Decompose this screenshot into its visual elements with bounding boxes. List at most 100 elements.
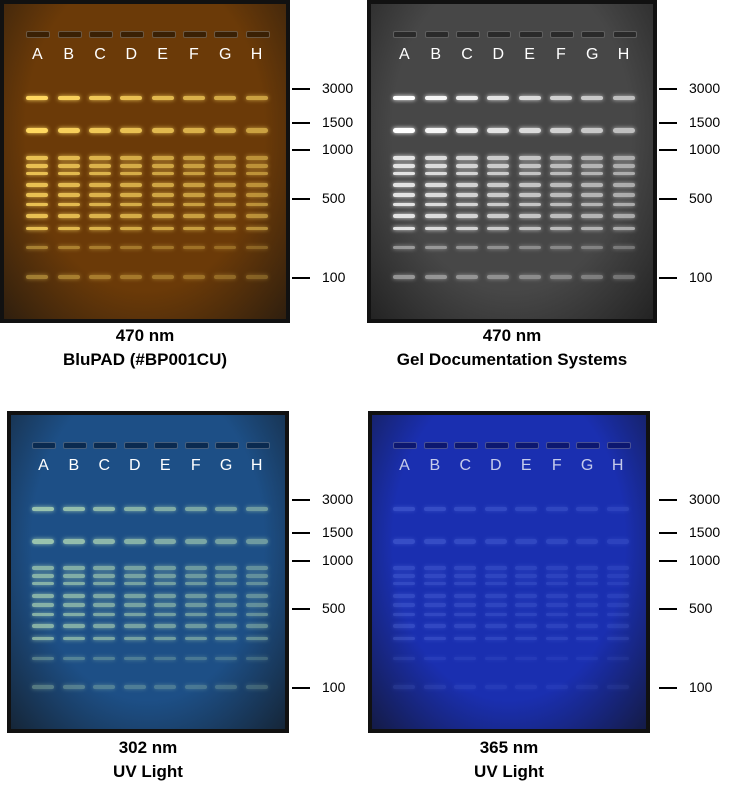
- marker-tick: [659, 686, 677, 689]
- caption-source: UV Light: [113, 762, 183, 781]
- gel-well: [484, 442, 509, 450]
- dna-band: [549, 163, 572, 168]
- lane-label-g: G: [586, 45, 599, 63]
- dna-band: [484, 685, 507, 690]
- dna-band: [151, 96, 174, 101]
- marker-label-500: 500: [322, 600, 346, 617]
- dna-band: [545, 656, 568, 660]
- dna-band: [606, 685, 629, 690]
- panel-caption-uv302: 302 nm UV Light: [0, 736, 309, 784]
- dna-band: [151, 226, 174, 230]
- dna-band: [57, 202, 80, 206]
- caption-source: Gel Documentation Systems: [396, 350, 628, 369]
- dna-band: [515, 574, 538, 579]
- marker-tick: [659, 149, 677, 152]
- dna-band: [576, 656, 599, 660]
- dna-band: [182, 226, 205, 230]
- lane-label-f: F: [551, 456, 562, 474]
- dna-band: [57, 183, 80, 188]
- dna-band: [487, 128, 510, 134]
- dna-band: [549, 183, 572, 188]
- dna-band: [62, 624, 85, 629]
- marker-label-500: 500: [322, 189, 346, 206]
- dna-band: [606, 603, 629, 608]
- lane-label-a: A: [399, 45, 410, 63]
- dna-band: [123, 506, 146, 511]
- dna-band: [545, 613, 568, 617]
- gel-well: [57, 31, 82, 39]
- dna-band: [154, 593, 177, 598]
- gel-well: [518, 31, 543, 39]
- dna-band: [484, 506, 507, 511]
- marker-tick: [292, 498, 310, 501]
- dna-band: [424, 183, 447, 188]
- dna-band: [454, 566, 477, 571]
- dna-band: [26, 275, 49, 280]
- dna-band: [518, 226, 541, 230]
- dna-band: [214, 155, 237, 160]
- gel-well: [245, 31, 270, 39]
- dna-band: [245, 202, 268, 206]
- dna-band: [576, 624, 599, 629]
- dna-band: [393, 582, 416, 586]
- dna-band: [576, 613, 599, 617]
- dna-band: [245, 183, 268, 188]
- dna-band: [612, 226, 635, 230]
- dna-band: [581, 202, 604, 206]
- dna-band: [57, 163, 80, 168]
- gel-well: [455, 31, 480, 39]
- lane-label-d: D: [492, 45, 505, 63]
- dna-band: [545, 603, 568, 608]
- gel-well: [182, 31, 207, 39]
- dna-band: [32, 593, 55, 598]
- dna-band: [581, 275, 604, 280]
- gel-well: [423, 442, 448, 450]
- dna-band: [154, 656, 177, 660]
- dna-band: [93, 593, 116, 598]
- dna-band: [612, 275, 635, 280]
- marker-label-100: 100: [322, 268, 346, 285]
- dna-band: [612, 155, 635, 160]
- dna-band: [88, 171, 111, 175]
- dna-band: [581, 183, 604, 188]
- gel-well: [245, 442, 270, 450]
- dna-band: [154, 538, 177, 544]
- dna-band: [151, 155, 174, 160]
- dna-band: [151, 213, 174, 218]
- dna-band: [120, 171, 143, 175]
- lane-label-h: H: [611, 456, 624, 474]
- dna-band: [518, 155, 541, 160]
- dna-band: [93, 506, 116, 511]
- panel-caption-bluepad: 470 nm BluPAD (#BP001CU): [0, 324, 310, 372]
- dna-band: [393, 506, 416, 511]
- dna-band: [393, 603, 416, 608]
- dna-band: [93, 566, 116, 571]
- dna-band: [32, 613, 55, 617]
- dna-band: [606, 566, 629, 571]
- dna-band: [581, 163, 604, 168]
- dna-band: [151, 275, 174, 280]
- dna-band: [245, 171, 268, 175]
- dna-band: [120, 192, 143, 197]
- dna-band: [576, 593, 599, 598]
- dna-band: [93, 637, 116, 641]
- dna-band: [581, 171, 604, 175]
- lane-label-a: A: [38, 456, 49, 474]
- gel-well: [214, 31, 239, 39]
- marker-tick: [659, 608, 677, 611]
- dna-band: [214, 226, 237, 230]
- dna-band: [487, 226, 510, 230]
- dna-band: [606, 582, 629, 586]
- dna-band: [215, 603, 238, 608]
- dna-band: [154, 603, 177, 608]
- dna-band: [393, 574, 416, 579]
- lane-label-d: D: [129, 456, 141, 474]
- dna-band: [424, 192, 447, 197]
- marker-label-1000: 1000: [689, 551, 721, 568]
- marker-tick: [659, 276, 677, 279]
- dna-band: [423, 582, 446, 586]
- dna-band: [515, 582, 538, 586]
- dna-band: [215, 574, 238, 579]
- dna-band: [120, 226, 143, 230]
- dna-band: [487, 163, 510, 168]
